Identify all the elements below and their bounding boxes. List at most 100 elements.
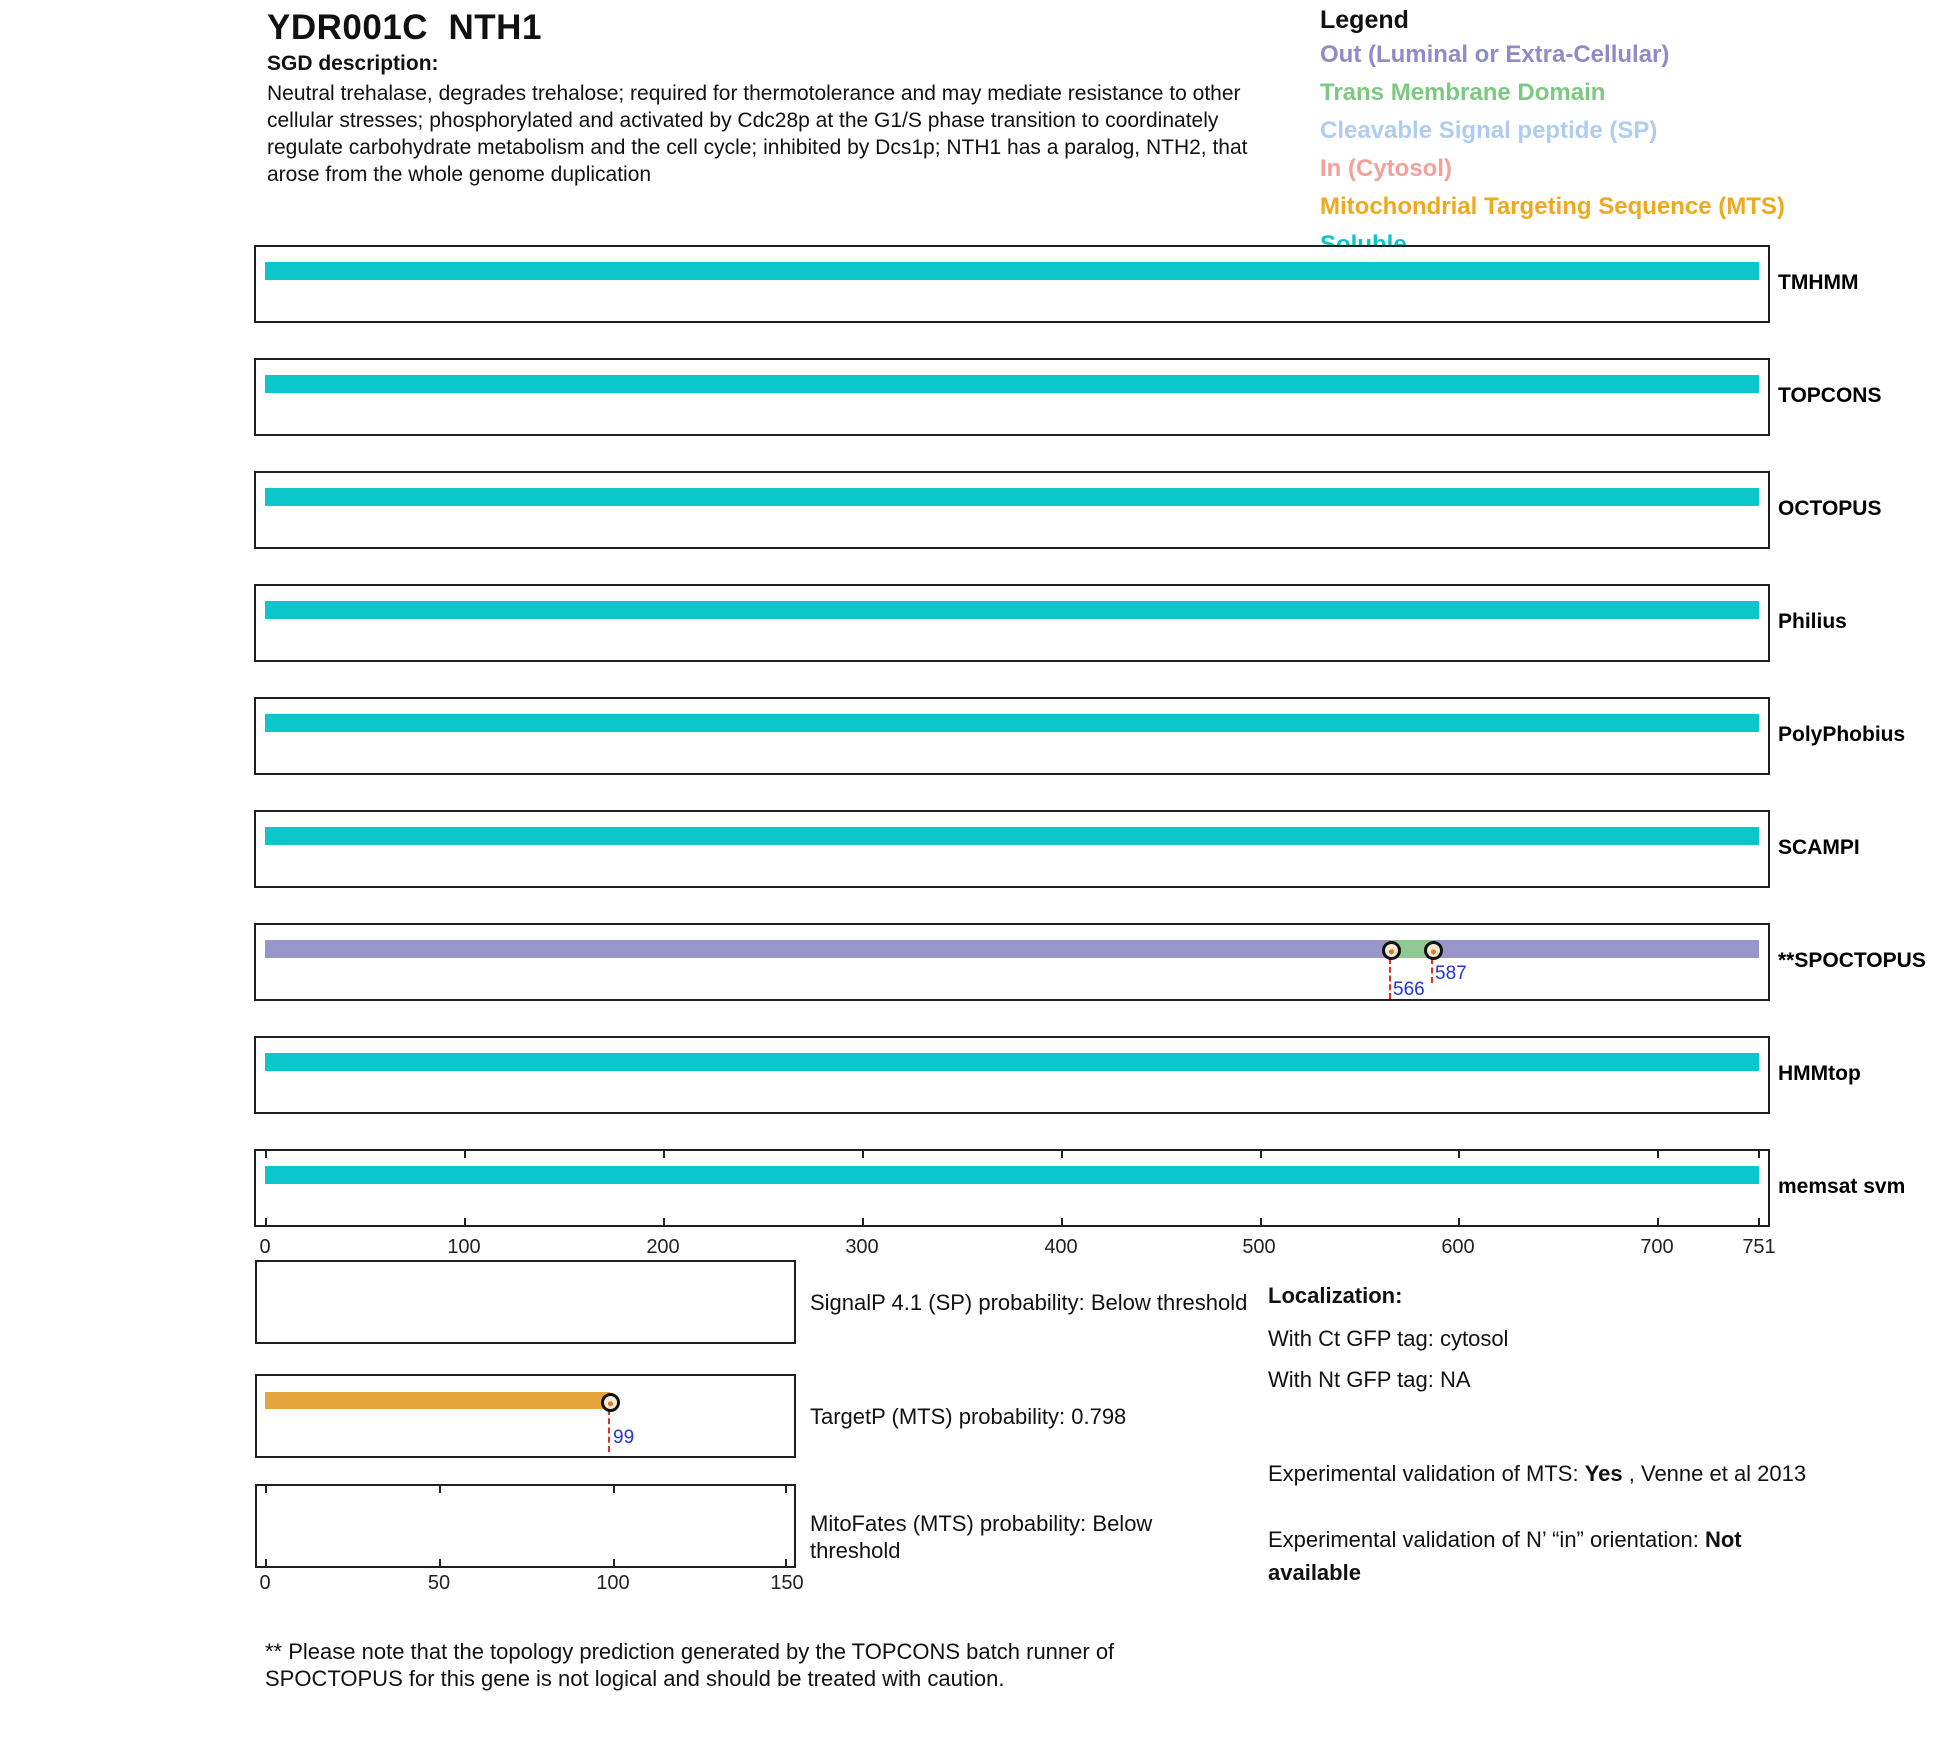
track-box: 566 587: [254, 923, 1770, 1001]
mts-validation-line: Experimental validation of MTS: Yes , Ve…: [1268, 1461, 1806, 1487]
mts-end-position: 99: [613, 1427, 635, 1448]
track-philius: Philius: [254, 584, 1847, 662]
soluble-bar: [265, 262, 1759, 280]
track-spoctopus: 566 587 **SPOCTOPUS: [254, 923, 1926, 1001]
mitofates-tick-label: 100: [596, 1572, 630, 1594]
x-tick-label: 400: [1044, 1236, 1078, 1258]
mitofates-tick-label: 150: [770, 1572, 804, 1594]
orientation-prefix: Experimental validation of N’ “in” orien…: [1268, 1527, 1705, 1552]
track-box: [254, 245, 1770, 323]
track-octopus: OCTOPUS: [254, 471, 1881, 549]
soluble-bar: [265, 714, 1759, 732]
soluble-bar: [265, 375, 1759, 393]
axis-ticks-top: [257, 1486, 794, 1493]
ct-gfp-line: With Ct GFP tag: cytosol: [1268, 1326, 1509, 1351]
mitofates-label-line: threshold: [810, 1538, 901, 1563]
page-title: YDR001C NTH1: [267, 8, 542, 47]
tm-start-position: 566: [1393, 979, 1425, 1000]
soluble-bar: [265, 488, 1759, 506]
mts-end-marker-icon: [601, 1393, 620, 1412]
track-box: [254, 584, 1770, 662]
legend-item-mts: Mitochondrial Targeting Sequence (MTS): [1320, 193, 1785, 220]
footnote-line: SPOCTOPUS for this gene is not logical a…: [265, 1666, 1005, 1691]
legend-item-sp: Cleavable Signal peptide (SP): [1320, 117, 1658, 144]
legend-title: Legend: [1320, 6, 1409, 34]
mitofates-tick-label: 0: [259, 1572, 271, 1594]
track-label: PolyPhobius: [1778, 723, 1906, 746]
spoctopus-footnote: ** Please note that the topology predict…: [265, 1638, 1114, 1692]
soluble-bar: [265, 1053, 1759, 1071]
legend-item-in: In (Cytosol): [1320, 155, 1452, 182]
nt-gfp-line: With Nt GFP tag: NA: [1268, 1367, 1471, 1392]
orientation-value: Not: [1704, 1527, 1742, 1552]
description-line: arose from the whole genome duplication: [267, 163, 652, 186]
x-tick-label: 100: [447, 1236, 481, 1258]
orientation-value-continued: available: [1268, 1560, 1361, 1585]
mitofates-plot-box: [255, 1484, 796, 1568]
track-hmmtop: HMMtop: [254, 1036, 1861, 1114]
tm-end-line: [1431, 958, 1433, 983]
soluble-bar: [265, 1166, 1759, 1184]
legend-item-out: Out (Luminal or Extra-Cellular): [1320, 41, 1670, 68]
mts-end-line: [608, 1409, 610, 1452]
localization-heading: Localization:: [1268, 1283, 1403, 1308]
axis-ticks-bottom: [256, 1218, 1768, 1225]
track-label: OCTOPUS: [1778, 497, 1882, 520]
targetp-plot-box: 99: [255, 1374, 796, 1458]
axis-ticks-bottom: [257, 1559, 794, 1566]
track-box: [254, 697, 1770, 775]
track-box: [254, 1036, 1770, 1114]
tm-segment: [1391, 940, 1433, 958]
track-topcons: TOPCONS: [254, 358, 1881, 436]
mitofates-label-line: MitoFates (MTS) probability: Below: [810, 1511, 1153, 1536]
legend: Legend Out (Luminal or Extra-Cellular) T…: [1320, 4, 1785, 264]
track-label: TMHMM: [1778, 271, 1859, 294]
track-polyphobius: PolyPhobius: [254, 697, 1905, 775]
x-tick-label: 200: [646, 1236, 680, 1258]
sgd-description-heading: SGD description:: [267, 52, 439, 75]
mts-validation-value: Yes: [1584, 1461, 1623, 1486]
x-tick-label: 300: [845, 1236, 879, 1258]
track-box: [254, 810, 1770, 888]
track-label: **SPOCTOPUS: [1778, 949, 1926, 972]
axis-ticks-top: [256, 1151, 1768, 1158]
legend-item-tm: Trans Membrane Domain: [1320, 79, 1606, 106]
track-label: TOPCONS: [1778, 384, 1882, 407]
description-line: Neutral trehalase, degrades trehalose; r…: [267, 82, 1241, 105]
orientation-validation-line: Experimental validation of N’ “in” orien…: [1268, 1527, 1742, 1553]
tm-start-marker-icon: [1382, 941, 1401, 960]
mts-validation-prefix: Experimental validation of MTS:: [1268, 1461, 1585, 1486]
mitofates-label: MitoFates (MTS) probability: Below thres…: [810, 1510, 1152, 1564]
track-label: Philius: [1778, 610, 1847, 633]
mitofates-tick-label: 50: [427, 1572, 451, 1594]
x-tick-label: 700: [1640, 1236, 1674, 1258]
tm-end-marker-icon: [1424, 941, 1443, 960]
track-box: [254, 358, 1770, 436]
soluble-bar: [265, 827, 1759, 845]
mts-validation-reference: , Venne et al 2013: [1622, 1461, 1807, 1486]
footnote-line: ** Please note that the topology predict…: [265, 1639, 1115, 1664]
track-label: memsat svm: [1778, 1175, 1906, 1198]
tm-end-position: 587: [1435, 963, 1467, 984]
track-box: [254, 471, 1770, 549]
track-tmhmm: TMHMM: [254, 245, 1858, 323]
x-tick-label: 600: [1441, 1236, 1475, 1258]
x-tick-label: 500: [1242, 1236, 1276, 1258]
sgd-description-text: Neutral trehalase, degrades trehalose; r…: [267, 80, 1248, 188]
soluble-bar: [265, 601, 1759, 619]
track-scampi: SCAMPI: [254, 810, 1860, 888]
x-tick-label: 751: [1742, 1236, 1776, 1258]
targetp-label: TargetP (MTS) probability: 0.798: [810, 1404, 1127, 1429]
mts-bar: [265, 1392, 610, 1409]
signalp-label: SignalP 4.1 (SP) probability: Below thre…: [810, 1290, 1248, 1315]
track-memsat-svm: memsat svm: [254, 1149, 1905, 1227]
x-tick-label: 0: [259, 1236, 271, 1258]
description-line: regulate carbohydrate metabolism and the…: [267, 136, 1248, 159]
out-bar: [265, 940, 1759, 958]
track-label: HMMtop: [1778, 1062, 1861, 1085]
track-box: [254, 1149, 1770, 1227]
signalp-plot-box: [255, 1260, 796, 1344]
track-label: SCAMPI: [1778, 836, 1860, 859]
description-line: cellular stresses; phosphorylated and ac…: [267, 109, 1219, 132]
